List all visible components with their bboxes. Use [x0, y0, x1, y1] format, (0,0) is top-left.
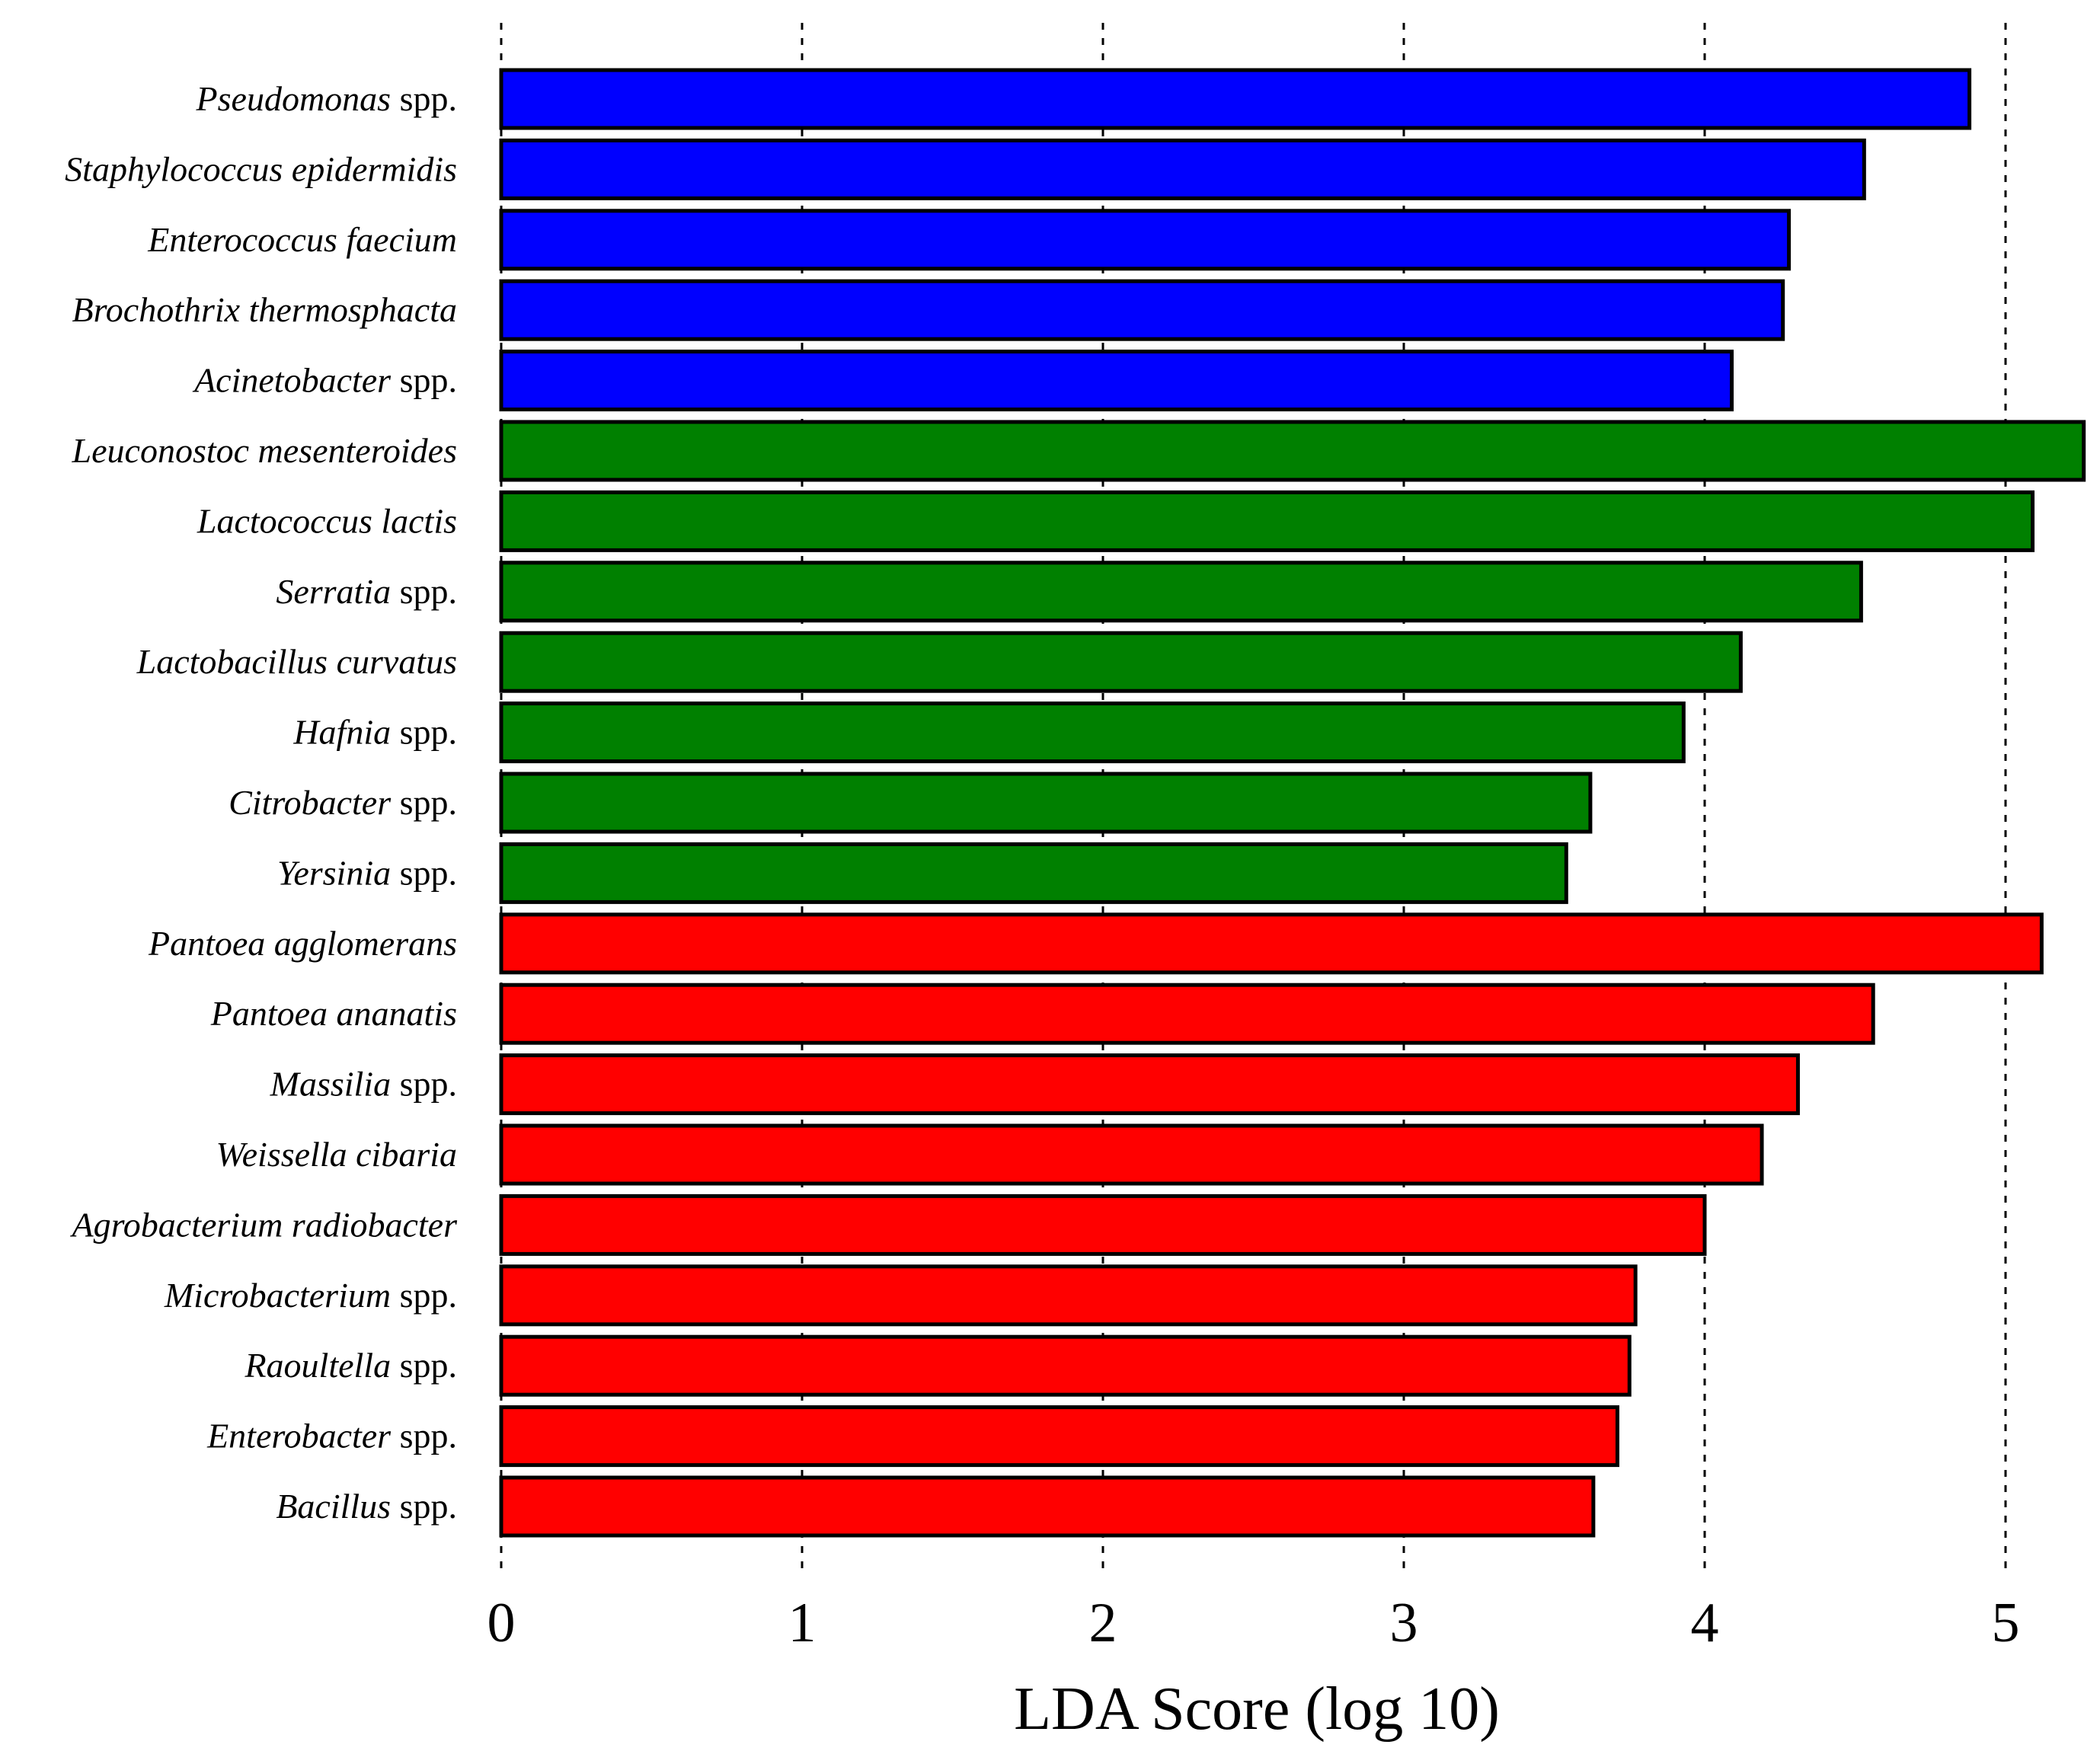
x-tick-label-1: 1	[788, 1592, 817, 1654]
label-taxon: Agrobacterium radiobacter	[69, 1205, 458, 1244]
category-label-16: Agrobacterium radiobacter	[69, 1205, 458, 1244]
label-taxon: Staphylococcus epidermidis	[65, 149, 457, 188]
category-label-13: Pantoea ananatis	[210, 994, 457, 1033]
category-label-20: Bacillus spp.	[276, 1487, 457, 1526]
label-suffix: spp.	[391, 1065, 457, 1104]
category-label-11: Yersinia spp.	[277, 853, 457, 892]
category-label-8: Lactobacillus curvatus	[136, 642, 457, 681]
bar-16	[499, 1193, 1707, 1256]
label-taxon: Pseudomonas	[196, 79, 392, 118]
label-taxon: Lactococcus lactis	[197, 501, 457, 540]
label-suffix: spp.	[391, 1276, 457, 1315]
label-suffix: spp.	[391, 1487, 457, 1526]
category-labels: Pseudomonas spp. Staphylococcus epidermid…	[65, 79, 458, 1526]
bar-14	[499, 1053, 1800, 1116]
label-taxon: Bacillus	[276, 1487, 391, 1526]
label-taxon: Brochothrix thermosphacta	[72, 290, 457, 329]
category-label-6: Lactococcus lactis	[197, 501, 457, 540]
x-tick-label-5: 5	[1992, 1592, 2020, 1654]
bar-17	[499, 1264, 1638, 1327]
bar-3	[499, 279, 1785, 341]
x-axis-title: LDA Score (log 10)	[1014, 1676, 1500, 1743]
label-suffix: spp.	[391, 361, 457, 400]
label-taxon: Enterobacter	[206, 1417, 392, 1455]
x-tick-label-2: 2	[1089, 1592, 1117, 1654]
bars	[499, 68, 2086, 1538]
label-suffix: spp.	[391, 713, 457, 752]
bar-0	[499, 68, 1972, 130]
bar-1	[499, 138, 1866, 200]
bar-9	[499, 701, 1686, 764]
label-taxon: Leuconostoc mesenteroides	[72, 431, 457, 470]
category-label-19: Enterobacter spp.	[206, 1417, 457, 1455]
label-suffix: spp.	[391, 1417, 457, 1455]
bar-15	[499, 1123, 1764, 1186]
label-taxon: Hafnia	[292, 713, 391, 752]
bar-7	[499, 561, 1863, 623]
category-label-7: Serratia spp.	[276, 572, 457, 611]
bar-8	[499, 631, 1743, 693]
category-label-2: Enterococcus faecium	[147, 220, 457, 259]
label-taxon: Citrobacter	[229, 783, 392, 822]
label-taxon: Acinetobacter	[192, 361, 392, 400]
x-axis-ticks: 0 1 2 3 4 5	[487, 1592, 2020, 1654]
bar-4	[499, 350, 1734, 412]
bar-12	[499, 912, 2044, 975]
label-taxon: Yersinia	[277, 853, 391, 892]
category-label-1: Staphylococcus epidermidis	[65, 149, 457, 188]
category-label-4: Acinetobacter spp.	[192, 361, 457, 400]
label-taxon: Massilia	[270, 1065, 391, 1104]
label-taxon: Weissella cibaria	[216, 1135, 457, 1174]
x-tick-label-0: 0	[487, 1592, 516, 1654]
category-label-15: Weissella cibaria	[216, 1135, 457, 1174]
bar-20	[499, 1475, 1596, 1538]
label-taxon: Raoultella	[244, 1346, 391, 1385]
label-taxon: Serratia	[276, 572, 391, 611]
label-suffix: spp.	[391, 1346, 457, 1385]
category-label-5: Leuconostoc mesenteroides	[72, 431, 457, 470]
category-label-9: Hafnia spp.	[292, 713, 457, 752]
label-taxon: Pantoea ananatis	[210, 994, 457, 1033]
x-tick-label-3: 3	[1390, 1592, 1418, 1654]
label-taxon: Enterococcus faecium	[147, 220, 457, 259]
bar-13	[499, 983, 1875, 1045]
label-taxon: Lactobacillus curvatus	[136, 642, 457, 681]
bar-10	[499, 772, 1593, 834]
category-label-3: Brochothrix thermosphacta	[72, 290, 457, 329]
bar-6	[499, 490, 2035, 552]
label-suffix: spp.	[391, 572, 457, 611]
label-taxon: Microbacterium	[164, 1276, 391, 1315]
label-suffix: spp.	[391, 79, 457, 118]
label-suffix: spp.	[391, 783, 457, 822]
label-taxon: Pantoea agglomerans	[148, 924, 457, 963]
bar-19	[499, 1405, 1619, 1468]
category-label-17: Microbacterium spp.	[164, 1276, 457, 1315]
bar-11	[499, 842, 1568, 904]
category-label-10: Citrobacter spp.	[229, 783, 457, 822]
bar-2	[499, 209, 1792, 271]
category-label-18: Raoultella spp.	[244, 1346, 457, 1385]
category-label-12: Pantoea agglomerans	[148, 924, 457, 963]
category-label-0: Pseudomonas spp.	[196, 79, 457, 118]
bar-18	[499, 1334, 1632, 1397]
label-suffix: spp.	[391, 853, 457, 892]
x-tick-label-4: 4	[1691, 1592, 1719, 1654]
bar-5	[499, 420, 2086, 482]
category-label-14: Massilia spp.	[270, 1065, 457, 1104]
